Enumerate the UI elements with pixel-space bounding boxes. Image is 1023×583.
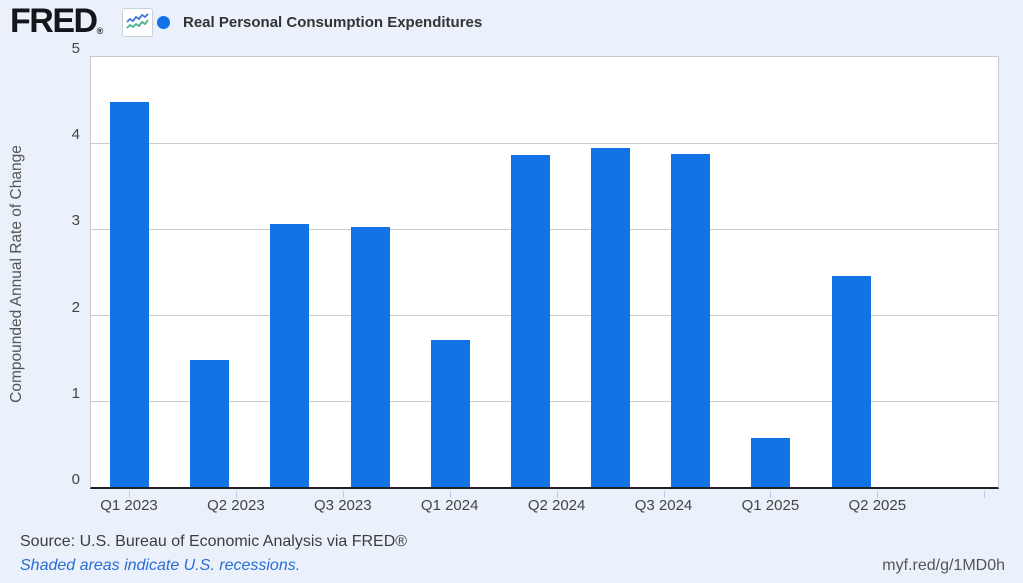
- registered-mark: ®: [96, 26, 104, 36]
- x-tick-label-q1-2023: Q1 2023: [100, 497, 158, 514]
- x-tick: [235, 491, 237, 498]
- x-tick: [770, 491, 772, 498]
- recession-note-link[interactable]: Shaded areas indicate U.S. recessions.: [20, 557, 301, 574]
- chart-legend: Real Personal Consumption Expenditures: [157, 8, 482, 36]
- x-axis-ticks: [90, 491, 999, 498]
- bar-q2-2025: [831, 275, 871, 487]
- y-tick-label-4: 4: [71, 126, 80, 144]
- x-tick-label-q2-2024: Q2 2024: [527, 497, 586, 514]
- bar-q2-2023: [190, 360, 230, 487]
- y-tick-label-1: 1: [71, 384, 80, 402]
- x-tick-label-q3-2023: Q3 2023: [314, 497, 372, 514]
- x-tick: [342, 491, 344, 498]
- x-tick: [877, 491, 879, 498]
- bar-q1-2023: [110, 101, 149, 487]
- x-tick: [556, 491, 558, 498]
- y-tick-label-3: 3: [71, 212, 80, 230]
- x-tick: [663, 491, 665, 498]
- x-tick-label-q1-2025: Q1 2025: [741, 497, 800, 514]
- bar-q4-2024: [671, 154, 711, 487]
- source-attribution: Source: U.S. Bureau of Economic Analysis…: [20, 533, 408, 550]
- fred-logo[interactable]: FRED®: [10, 4, 103, 48]
- gridline-y-4: [91, 142, 998, 144]
- line-chart-icon: [122, 8, 153, 37]
- bar-q3-2023: [270, 224, 310, 487]
- fred-logo-text: FRED: [10, 2, 98, 40]
- short-url[interactable]: myf.red/g/1MD0h: [882, 557, 1005, 574]
- bar-q4-2023: [350, 226, 390, 487]
- x-tick-label-q1-2024: Q1 2024: [420, 497, 479, 514]
- x-axis-tick-labels: Q1 2023 Q2 2023 Q3 2023 Q1 2024 Q2 2024 Q3 20…: [90, 497, 1023, 515]
- x-tick: [449, 491, 451, 498]
- plot-area: [90, 56, 999, 489]
- graph-header: FRED® Real Personal Consumption Expendit…: [0, 0, 1023, 44]
- x-tick-label-q2-2023: Q2 2023: [207, 497, 265, 514]
- legend-series-label: Real Personal Consumption Expenditures: [183, 13, 483, 31]
- x-tick-label-q3-2024: Q3 2024: [634, 497, 693, 514]
- x-tick-label-q2-2025: Q2 2025: [848, 497, 907, 514]
- bar-q1-2025: [751, 437, 791, 487]
- bar-q1-2024: [430, 339, 470, 487]
- y-axis-tick-labels: 0 1 2 3 4 5: [0, 41, 80, 488]
- bar-q3-2024: [591, 148, 631, 487]
- y-tick-label-2: 2: [71, 298, 80, 316]
- x-tick: [984, 491, 986, 498]
- y-tick-label-5: 5: [71, 40, 80, 57]
- y-tick-label-0: 0: [71, 471, 80, 488]
- x-tick: [129, 491, 130, 498]
- bar-q2-2024: [510, 155, 550, 487]
- legend-series-marker: [157, 15, 170, 29]
